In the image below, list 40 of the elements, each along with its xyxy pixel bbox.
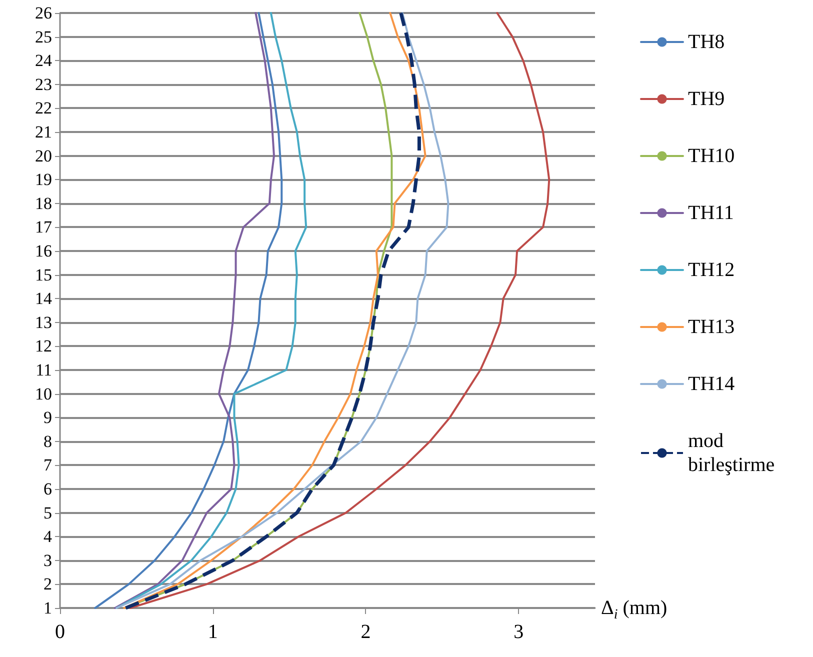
y-tick-label: 3 <box>44 550 52 570</box>
y-tick-label: 24 <box>35 51 52 70</box>
y-tick-label: 25 <box>35 27 52 46</box>
line-series <box>116 12 308 609</box>
y-tick-label: 7 <box>44 456 52 475</box>
legend-label: mod birleştirme <box>688 430 775 476</box>
y-tick-label: 10 <box>35 384 52 404</box>
y-tick-label: 20 <box>35 146 52 166</box>
y-tick-label: 18 <box>35 194 52 213</box>
x-tick-label: 3 <box>514 621 524 643</box>
y-tick-label: 23 <box>35 74 52 94</box>
y-tick-label: 13 <box>35 312 52 332</box>
y-tick-label: 6 <box>44 480 52 498</box>
x-tick-label: 1 <box>208 621 218 643</box>
line-series <box>129 12 550 609</box>
legend-label: TH14 <box>688 373 735 395</box>
y-tick-label: 26 <box>35 4 52 22</box>
legend-label: TH8 <box>688 31 725 53</box>
y-tick-label: 15 <box>35 265 52 284</box>
y-tick-label: 17 <box>35 218 52 237</box>
x-tick-label: 2 <box>360 621 371 643</box>
x-tick-label: 0 <box>55 621 65 643</box>
y-tick-label: 5 <box>44 503 52 522</box>
y-tick-label: 16 <box>35 242 52 260</box>
y-tick-label: 22 <box>35 98 52 118</box>
legend-label: TH10 <box>688 145 735 167</box>
y-tick-label: 2 <box>44 574 52 594</box>
y-tick-label: 11 <box>36 360 52 380</box>
y-tick-label: 19 <box>35 170 52 190</box>
y-tick-label: 9 <box>44 408 52 428</box>
legend-label: TH13 <box>688 316 735 338</box>
y-tick-label: 12 <box>35 336 52 356</box>
y-tick-label: 14 <box>35 289 52 308</box>
y-tick-label: 21 <box>35 122 52 142</box>
y-tick-label: 1 <box>44 598 52 618</box>
y-tick-label: 4 <box>44 527 52 546</box>
legend-label: TH12 <box>688 259 735 281</box>
y-tick-label: 8 <box>44 432 52 451</box>
legend-label: TH9 <box>688 88 725 110</box>
legend-label: TH11 <box>688 202 734 224</box>
